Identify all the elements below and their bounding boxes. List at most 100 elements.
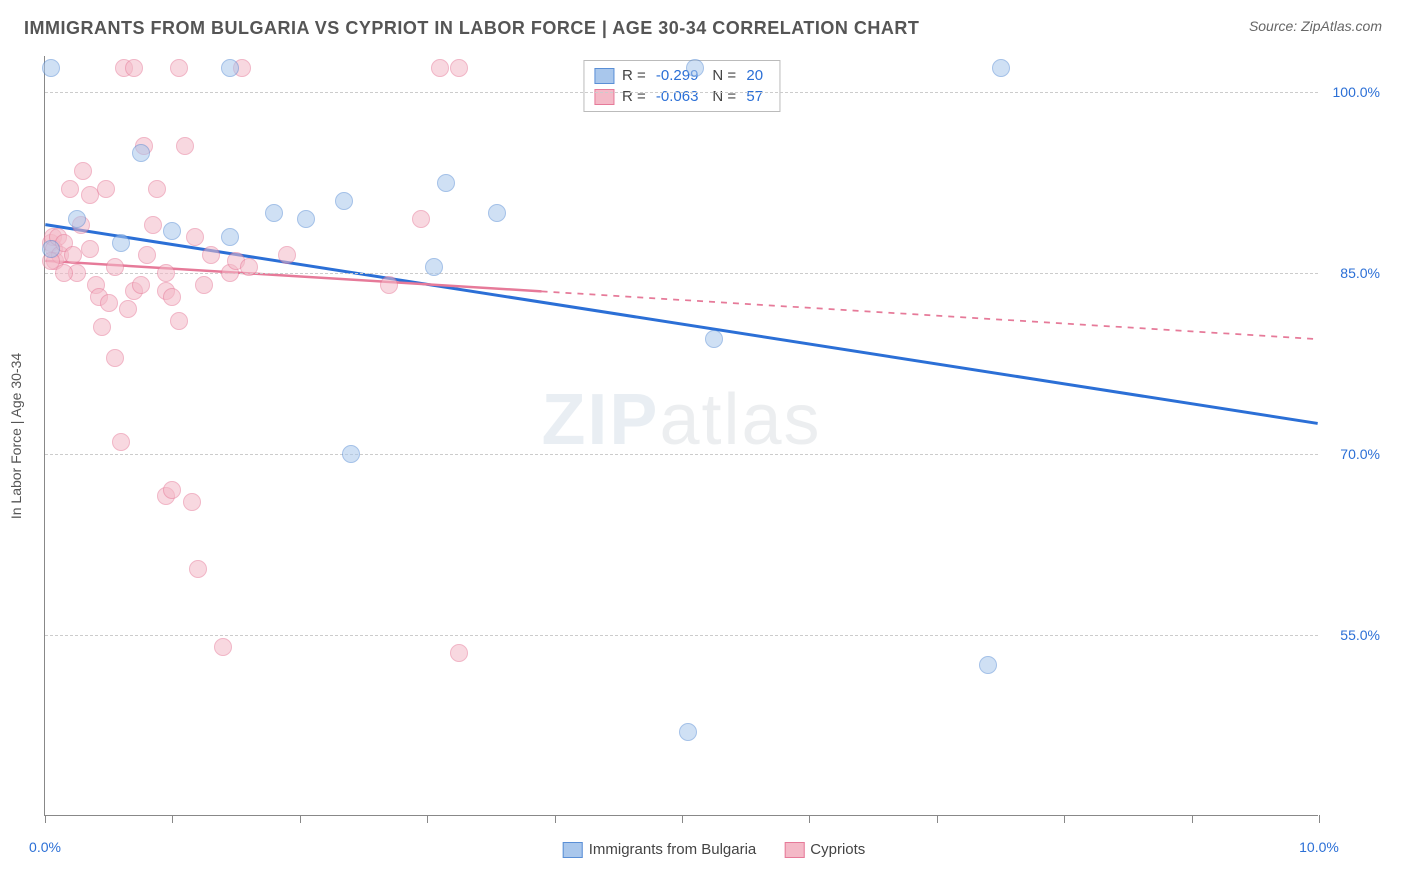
data-point — [119, 300, 137, 318]
data-point — [412, 210, 430, 228]
x-tick — [1192, 815, 1193, 823]
data-point — [68, 210, 86, 228]
y-tick-label: 70.0% — [1324, 446, 1380, 462]
x-tick — [682, 815, 683, 823]
data-point — [132, 144, 150, 162]
legend-row: R = -0.063 N = 57 — [594, 86, 769, 107]
x-tick — [300, 815, 301, 823]
data-point — [55, 264, 73, 282]
data-point — [431, 59, 449, 77]
legend-r: R = -0.063 — [622, 88, 704, 105]
data-point — [488, 204, 506, 222]
x-tick-label: 0.0% — [29, 839, 61, 855]
data-point — [106, 258, 124, 276]
data-point — [278, 246, 296, 264]
x-tick — [1319, 815, 1320, 823]
data-point — [148, 180, 166, 198]
data-point — [240, 258, 258, 276]
data-point — [992, 59, 1010, 77]
x-tick — [1064, 815, 1065, 823]
y-axis-title: In Labor Force | Age 30-34 — [8, 353, 24, 519]
data-point — [170, 312, 188, 330]
data-point — [189, 560, 207, 578]
data-point — [195, 276, 213, 294]
data-point — [686, 59, 704, 77]
data-point — [163, 481, 181, 499]
data-point — [170, 59, 188, 77]
data-point — [163, 288, 181, 306]
x-tick — [937, 815, 938, 823]
data-point — [342, 445, 360, 463]
data-point — [380, 276, 398, 294]
legend-label: Cypriots — [810, 841, 865, 858]
data-point — [163, 222, 181, 240]
data-point — [112, 433, 130, 451]
data-point — [265, 204, 283, 222]
data-point — [450, 59, 468, 77]
chart-title: IMMIGRANTS FROM BULGARIA VS CYPRIOT IN L… — [24, 18, 919, 39]
data-point — [450, 644, 468, 662]
data-point — [81, 240, 99, 258]
data-point — [214, 638, 232, 656]
legend-label: Immigrants from Bulgaria — [589, 841, 757, 858]
data-point — [61, 180, 79, 198]
y-tick-label: 100.0% — [1324, 84, 1380, 100]
data-point — [106, 349, 124, 367]
chart-container: ZIPatlas R = -0.299 N = 20 R = -0.063 N … — [44, 56, 1384, 816]
data-point — [42, 59, 60, 77]
data-point — [64, 246, 82, 264]
data-point — [157, 264, 175, 282]
data-point — [138, 246, 156, 264]
x-tick — [172, 815, 173, 823]
data-point — [425, 258, 443, 276]
data-point — [176, 137, 194, 155]
data-point — [42, 240, 60, 258]
data-point — [112, 234, 130, 252]
legend-n: N = 57 — [712, 88, 769, 105]
legend-item: Immigrants from Bulgaria — [563, 841, 757, 858]
y-tick-label: 85.0% — [1324, 265, 1380, 281]
data-point — [679, 723, 697, 741]
data-point — [97, 180, 115, 198]
plot-area: ZIPatlas R = -0.299 N = 20 R = -0.063 N … — [44, 56, 1318, 816]
data-point — [979, 656, 997, 674]
source-attribution: Source: ZipAtlas.com — [1249, 18, 1382, 34]
data-point — [132, 276, 150, 294]
data-point — [186, 228, 204, 246]
trend-line-extrapolated — [542, 291, 1318, 339]
watermark: ZIPatlas — [541, 379, 821, 461]
x-tick — [45, 815, 46, 823]
data-point — [335, 192, 353, 210]
legend-swatch — [563, 842, 583, 858]
data-point — [221, 59, 239, 77]
watermark-zip: ZIP — [541, 380, 659, 460]
legend-item: Cypriots — [784, 841, 865, 858]
gridline — [45, 635, 1318, 636]
x-tick — [809, 815, 810, 823]
gridline — [45, 92, 1318, 93]
data-point — [437, 174, 455, 192]
data-point — [202, 246, 220, 264]
data-point — [74, 162, 92, 180]
data-point — [93, 318, 111, 336]
legend-row: R = -0.299 N = 20 — [594, 65, 769, 86]
y-tick-label: 55.0% — [1324, 627, 1380, 643]
gridline — [45, 454, 1318, 455]
trend-lines-layer — [45, 56, 1318, 815]
x-tick-label: 10.0% — [1299, 839, 1339, 855]
legend-n: N = 20 — [712, 67, 769, 84]
correlation-legend: R = -0.299 N = 20 R = -0.063 N = 57 — [583, 60, 780, 112]
data-point — [297, 210, 315, 228]
x-tick — [427, 815, 428, 823]
legend-swatch — [594, 68, 614, 84]
data-point — [144, 216, 162, 234]
legend-swatch — [784, 842, 804, 858]
data-point — [81, 186, 99, 204]
x-tick — [555, 815, 556, 823]
data-point — [221, 228, 239, 246]
watermark-atlas: atlas — [659, 380, 821, 460]
data-point — [125, 59, 143, 77]
data-point — [183, 493, 201, 511]
data-point — [705, 330, 723, 348]
data-point — [100, 294, 118, 312]
